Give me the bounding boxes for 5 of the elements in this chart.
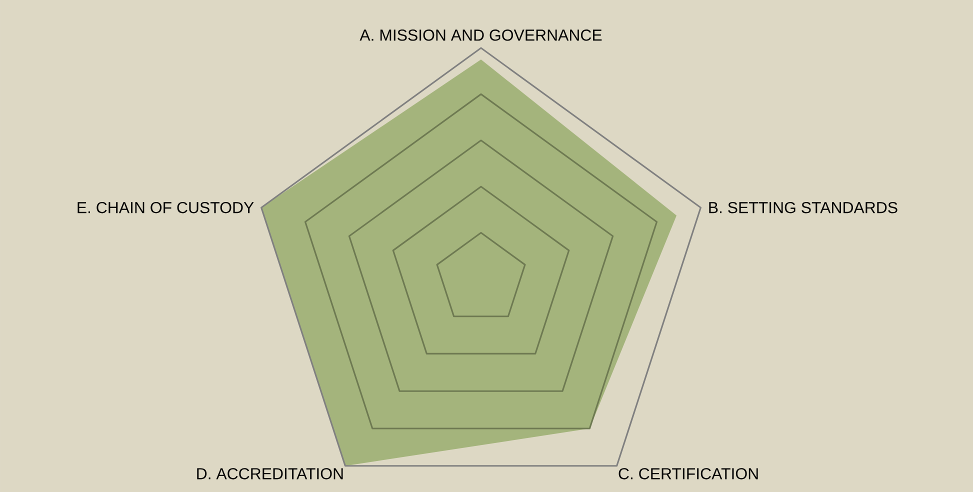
spoke-label: A. MISSION AND GOVERNANCE: [360, 30, 602, 41]
spoke-label: C. CERTIFICATION: [618, 468, 758, 480]
spoke-label: B. SETTING STANDARDS: [709, 202, 898, 214]
spoke-label: E. CHAIN OF CUSTODY: [78, 202, 254, 214]
spoke-label: D. ACCREDITATION: [197, 468, 343, 480]
